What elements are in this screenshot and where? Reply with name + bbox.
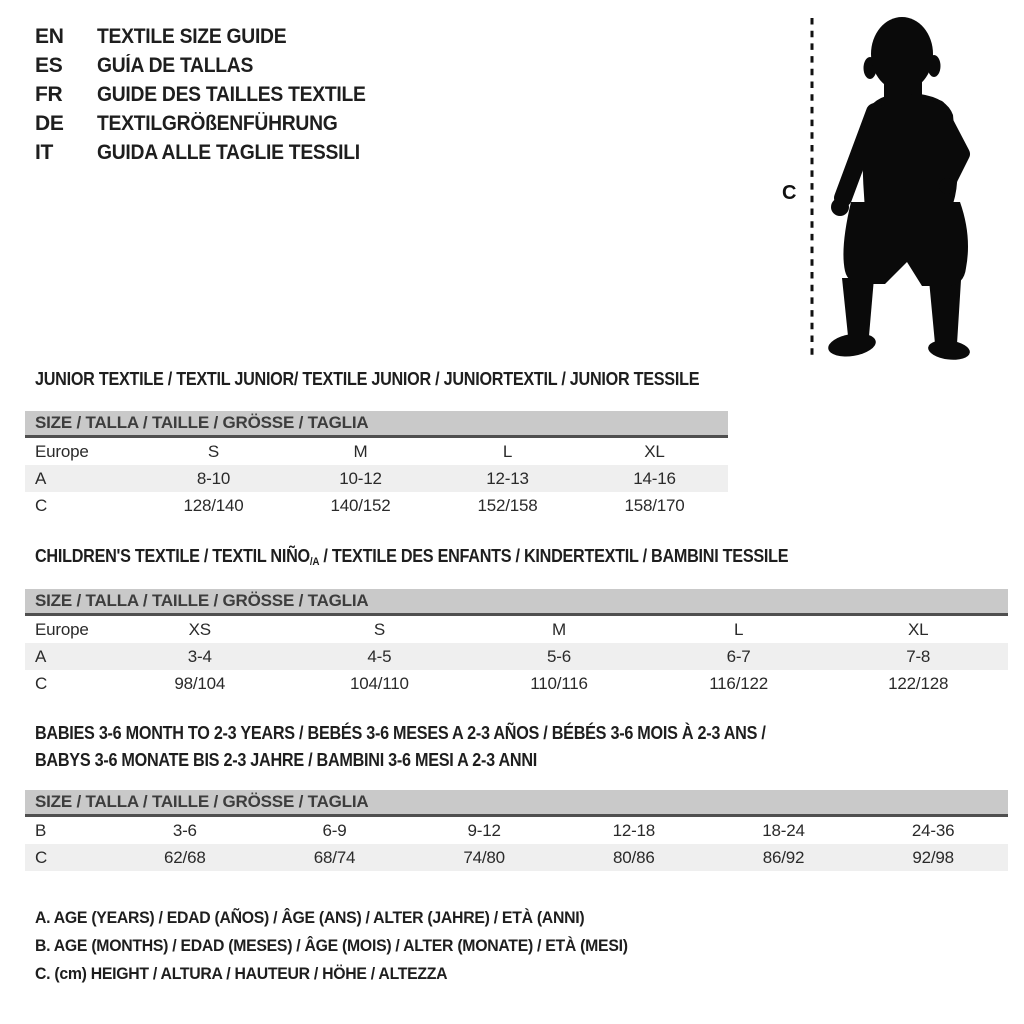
size-value: 6-7: [726, 646, 751, 666]
heading-text: CHILDREN'S TEXTILE / TEXTIL NIÑO: [35, 546, 310, 566]
size-value: 10-12: [339, 468, 382, 488]
language-label: TEXTILGRÖßENFÜHRUNG: [97, 111, 338, 135]
row-label: C: [35, 847, 48, 867]
size-value: 3-6: [172, 820, 197, 840]
size-value: 4-5: [367, 646, 392, 666]
size-value: 158/170: [624, 495, 685, 515]
size-value: 110/116: [530, 673, 588, 693]
size-value: 18-24: [762, 820, 805, 840]
language-label: TEXTILE SIZE GUIDE: [97, 24, 287, 48]
toddler-figure: [828, 17, 970, 360]
table-row: C 98/104 104/110 110/116 116/122 122/128: [25, 670, 1008, 697]
size-value: S: [373, 619, 385, 639]
size-value: S: [207, 441, 220, 461]
table-header-bar: SIZE / TALLA / TAILLE / GRÖSSE / TAGLIA: [25, 411, 728, 438]
size-value: 6-9: [322, 820, 347, 840]
toddler-silhouette-icon: [810, 17, 970, 360]
language-label: GUIDA ALLE TAGLIE TESSILI: [97, 140, 360, 164]
language-label: GUIDE DES TAILLES TEXTILE: [97, 82, 366, 106]
size-value: 68/74: [313, 847, 356, 867]
language-row: EN TEXTILE SIZE GUIDE: [35, 22, 389, 51]
footnote-age-years: A. AGE (YEARS) / EDAD (AÑOS) / ÂGE (ANS)…: [35, 908, 585, 927]
size-value: 74/80: [463, 847, 505, 867]
row-label: A: [35, 468, 47, 488]
size-value: 104/110: [349, 673, 409, 693]
table-row: C 62/68 68/74 74/80 80/86 86/92 92/98: [25, 844, 1008, 871]
language-row: ES GUÍA DE TALLAS: [35, 51, 389, 80]
size-value: 7-8: [906, 646, 931, 666]
size-value: 140/152: [330, 495, 391, 515]
language-row: DE TEXTILGRÖßENFÜHRUNG: [35, 109, 389, 138]
section-heading-babies-line1: BABIES 3-6 MONTH TO 2-3 YEARS / BEBÉS 3-…: [35, 723, 766, 743]
table-row: Europe XS S M L XL: [25, 616, 1008, 643]
language-code: EN: [35, 24, 64, 48]
language-code: DE: [35, 111, 64, 135]
table-row: C 128/140 140/152 152/158 158/170: [25, 492, 728, 519]
size-value: M: [552, 619, 566, 639]
section-heading-babies-line2: BABYS 3-6 MONATE BIS 2-3 JAHRE / BAMBINI…: [35, 750, 537, 770]
height-marker-label: C: [782, 182, 797, 204]
language-row: IT GUIDA ALLE TAGLIE TESSILI: [35, 138, 389, 167]
size-value: 12-13: [486, 468, 529, 488]
language-row: FR GUIDE DES TAILLES TEXTILE: [35, 80, 389, 109]
table-row: A 3-4 4-5 5-6 6-7 7-8: [25, 643, 1008, 670]
size-value: 14-16: [633, 468, 676, 488]
size-value: 5-6: [547, 646, 571, 666]
table-row: Europe S M L XL: [25, 438, 728, 465]
size-value: 128/140: [183, 495, 244, 515]
row-label: C: [35, 673, 48, 693]
row-label: A: [35, 646, 47, 666]
size-value: XL: [907, 619, 929, 639]
footnote-age-months: B. AGE (MONTHS) / EDAD (MESES) / ÂGE (MO…: [35, 936, 628, 955]
table-row: A 8-10 10-12 12-13 14-16: [25, 465, 728, 492]
size-value: 62/68: [164, 847, 206, 867]
size-value: 152/158: [477, 495, 538, 515]
table-row: B 3-6 6-9 9-12 12-18 18-24 24-36: [25, 817, 1008, 844]
size-value: 9-12: [467, 820, 501, 840]
size-value: 122/128: [888, 673, 949, 693]
size-value: 12-18: [612, 820, 656, 840]
size-value: 86/92: [762, 847, 805, 867]
language-code: ES: [35, 53, 63, 77]
size-value: 24-36: [911, 820, 955, 840]
language-label: GUÍA DE TALLAS: [97, 53, 254, 77]
size-value: 92/98: [912, 847, 954, 867]
section-heading-junior: JUNIOR TEXTILE / TEXTIL JUNIOR/ TEXTILE …: [35, 369, 700, 389]
size-value: 8-10: [196, 468, 231, 488]
table-header-label: SIZE / TALLA / TAILLE / GRÖSSE / TAGLIA: [35, 792, 369, 811]
language-title-list: EN TEXTILE SIZE GUIDE ES GUÍA DE TALLAS FR GU…: [35, 22, 389, 167]
row-label: Europe: [35, 619, 89, 639]
row-label: B: [35, 820, 47, 840]
size-value: XS: [188, 619, 211, 639]
table-body: Europe S M L XL A 8-10 10-12 12-13 14-16 C 128/140 1…: [25, 438, 728, 519]
babies-size-table: SIZE / TALLA / TAILLE / GRÖSSE / TAGLIA …: [25, 790, 1008, 871]
size-value: 80/86: [613, 847, 655, 867]
size-value: XL: [644, 441, 665, 461]
row-label: Europe: [35, 441, 89, 461]
language-code: IT: [35, 140, 54, 164]
table-header-bar: SIZE / TALLA / TAILLE / GRÖSSE / TAGLIA: [25, 790, 1008, 817]
section-heading-children: CHILDREN'S TEXTILE / TEXTIL NIÑO/A / TEX…: [35, 544, 789, 574]
heading-text: / TEXTILE DES ENFANTS / KINDERTEXTIL / B…: [319, 546, 789, 566]
size-value: 3-4: [187, 646, 212, 666]
footnote-height-cm: C. (cm) HEIGHT / ALTURA / HAUTEUR / HÖHE…: [35, 964, 448, 983]
size-value: M: [353, 441, 368, 461]
row-label: C: [35, 495, 48, 515]
table-body: Europe XS S M L XL A 3-4 4-5 5-6 6-7 7-8 C 98/104 104/…: [25, 616, 1008, 697]
table-header-label: SIZE / TALLA / TAILLE / GRÖSSE / TAGLIA: [35, 413, 369, 432]
size-value: 98/104: [174, 673, 226, 693]
size-value: 116/122: [709, 673, 768, 693]
table-header-label: SIZE / TALLA / TAILLE / GRÖSSE / TAGLIA: [35, 591, 369, 610]
table-header-bar: SIZE / TALLA / TAILLE / GRÖSSE / TAGLIA: [25, 589, 1008, 616]
size-value: L: [502, 441, 513, 461]
children-size-table: SIZE / TALLA / TAILLE / GRÖSSE / TAGLIA …: [25, 589, 1008, 697]
language-code: FR: [35, 82, 63, 106]
heading-subscript: /A: [309, 556, 320, 568]
table-body: B 3-6 6-9 9-12 12-18 18-24 24-36 C 62/68 68/74 74/…: [25, 817, 1008, 871]
size-value: L: [733, 619, 744, 639]
junior-size-table: SIZE / TALLA / TAILLE / GRÖSSE / TAGLIA …: [25, 411, 728, 519]
